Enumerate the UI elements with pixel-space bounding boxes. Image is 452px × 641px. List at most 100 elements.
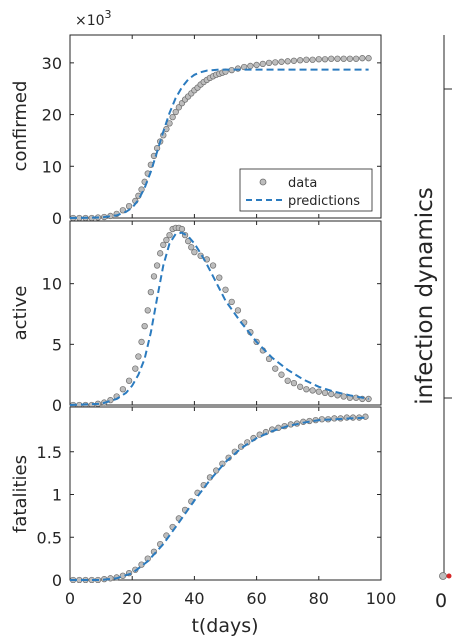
data-point xyxy=(141,322,148,330)
data-point xyxy=(188,244,195,251)
data-point xyxy=(247,62,254,70)
data-point xyxy=(334,55,341,62)
plot-area xyxy=(70,413,369,583)
data-point xyxy=(166,231,173,239)
y-tick-label: 0.5 xyxy=(37,528,62,547)
data-point xyxy=(185,238,192,245)
active-panel: 0 5 10 active xyxy=(10,220,382,415)
data-point xyxy=(321,389,329,397)
data-point xyxy=(119,386,127,393)
plot-frame xyxy=(69,406,382,581)
data-point xyxy=(241,63,248,71)
data-point xyxy=(315,56,322,63)
confirmed-panel: 0 10 20 30 confirmed xyxy=(10,34,382,228)
data-point xyxy=(138,338,145,346)
x-tick-label: 20 xyxy=(122,589,142,608)
data-point xyxy=(132,365,139,372)
right-panel-red-marker xyxy=(446,573,452,579)
data-point xyxy=(284,58,291,65)
infection-dynamics-panel: infection dynamics 0 xyxy=(412,35,452,612)
data-point xyxy=(209,262,217,269)
data-point xyxy=(278,371,285,378)
y-tick-label: 10 xyxy=(42,275,62,294)
data-point xyxy=(303,56,310,63)
data-point xyxy=(234,307,242,314)
y-tick-label: 1.5 xyxy=(37,443,62,462)
data-point xyxy=(213,467,220,474)
infection-dynamics-title: infection dynamics xyxy=(412,187,438,405)
data-point xyxy=(157,250,164,257)
data-point xyxy=(150,273,158,280)
data-point xyxy=(278,58,285,65)
data-point xyxy=(284,377,291,384)
plot-area xyxy=(70,55,372,221)
y-tick-label: 5 xyxy=(52,335,62,354)
data-point xyxy=(346,55,354,62)
y-tick-label: 1 xyxy=(52,486,62,505)
legend: data predictions xyxy=(239,168,373,212)
prediction-line xyxy=(70,68,369,219)
right-panel-data-marker xyxy=(439,572,447,580)
data-point xyxy=(296,57,304,64)
data-point xyxy=(253,61,260,69)
y-axis-label: active xyxy=(10,286,31,341)
data-point xyxy=(144,307,151,314)
data-point xyxy=(125,202,133,210)
data-point xyxy=(340,393,347,400)
data-point xyxy=(259,60,266,68)
data-point xyxy=(290,57,298,64)
data-point xyxy=(169,114,176,121)
data-point xyxy=(178,225,186,233)
prediction-line xyxy=(70,416,369,581)
data-point xyxy=(222,286,229,293)
data-point xyxy=(296,383,304,390)
data-point xyxy=(321,56,329,63)
data-point xyxy=(365,55,372,62)
data-point xyxy=(172,108,179,116)
x-tick-label: 40 xyxy=(184,589,204,608)
data-point xyxy=(272,365,279,372)
legend-predictions-label: predictions xyxy=(288,194,360,209)
data-point xyxy=(309,56,316,63)
y-tick-label: 30 xyxy=(42,54,62,73)
y-axis-label: confirmed xyxy=(10,81,31,172)
x-axis-label: t(days) xyxy=(191,615,258,637)
fatalities-panel: 0 0.5 1 1.5 fatalities xyxy=(10,406,382,590)
legend-data-marker xyxy=(259,178,267,186)
y-tick-label: 0 xyxy=(52,571,62,590)
data-point xyxy=(191,248,198,256)
plot-frame xyxy=(69,220,382,406)
data-point xyxy=(340,55,347,62)
y-tick-label: 10 xyxy=(42,157,62,176)
data-point xyxy=(160,241,167,248)
y-axis-label: fatalities xyxy=(10,455,31,533)
x-tick-label: 80 xyxy=(309,589,329,608)
data-point xyxy=(315,388,322,395)
x-tick-label: 100 xyxy=(366,589,397,608)
right-panel-x-tick: 0 xyxy=(435,590,447,612)
data-point xyxy=(272,59,279,66)
data-point xyxy=(265,355,273,363)
y-multiplier-label: ×103 xyxy=(75,8,112,29)
data-point xyxy=(290,380,298,387)
data-point xyxy=(153,262,161,269)
data-point xyxy=(147,289,155,296)
data-point xyxy=(328,55,335,62)
legend-box xyxy=(239,168,373,212)
data-point xyxy=(135,353,142,360)
data-point xyxy=(138,186,145,193)
x-tick-label: 60 xyxy=(246,589,266,608)
x-tick-labels: 0 20 40 60 80 100 xyxy=(65,589,396,608)
legend-data-label: data xyxy=(288,176,317,191)
data-point xyxy=(352,55,360,62)
data-point xyxy=(125,377,133,384)
data-point xyxy=(359,55,366,62)
data-point xyxy=(303,386,310,393)
y-tick-label: 0 xyxy=(52,396,62,415)
data-point xyxy=(175,104,183,111)
plot-area xyxy=(70,224,372,408)
y-tick-label: 0 xyxy=(52,209,62,228)
data-point xyxy=(309,387,316,394)
data-point xyxy=(265,59,273,67)
